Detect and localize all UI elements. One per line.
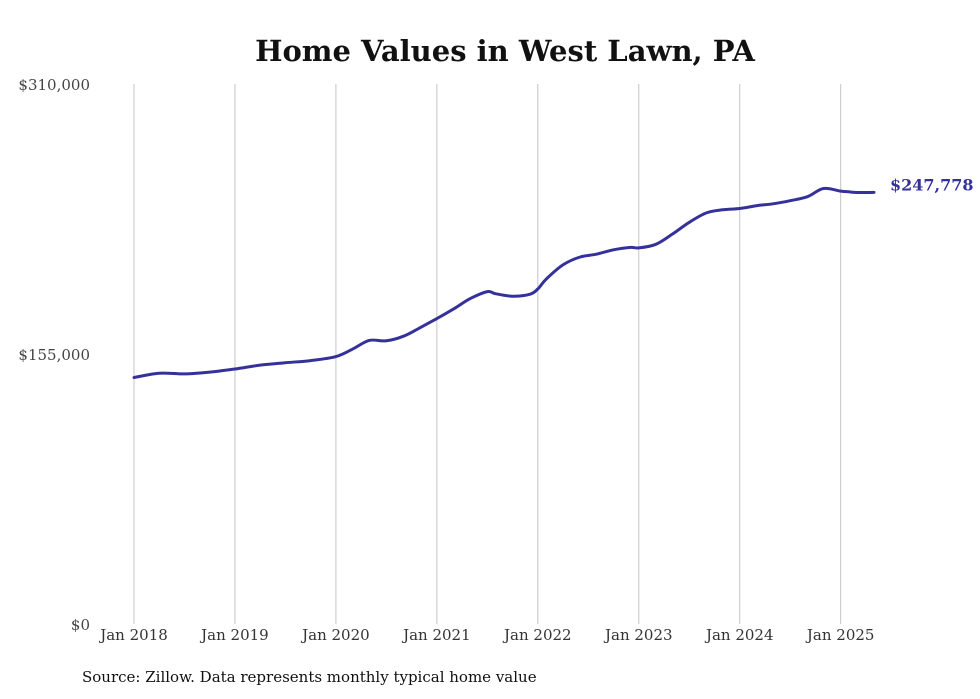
x-tick-label: Jan 2020 [300,626,370,644]
x-tick-label: Jan 2025 [805,626,875,644]
home-value-line [132,186,876,379]
source-note: Source: Zillow. Data represents monthly … [82,668,537,686]
y-tick-label: $155,000 [18,346,90,364]
x-tick-label: Jan 2023 [603,626,673,644]
x-tick-label: Jan 2021 [401,626,471,644]
latest-value-label: $247,778 [890,175,974,194]
y-tick-label: $310,000 [18,76,90,94]
y-tick-label: $0 [71,616,90,634]
x-tick-label: Jan 2018 [98,626,168,644]
x-tick-label: Jan 2024 [704,626,774,644]
line-chart: Home Values in West Lawn, PA $0$155,000$… [18,34,974,644]
x-tick-label: Jan 2019 [199,626,269,644]
x-axis-ticks: Jan 2018 Jan 2019 Jan 2020 Jan 2021 Jan 2022… [98,626,874,644]
gridlines [133,84,842,624]
chart-title: Home Values in West Lawn, PA [255,34,755,68]
x-tick-label: Jan 2022 [502,626,572,644]
y-axis-ticks: $0 $155,000 $310,000 [18,76,90,634]
